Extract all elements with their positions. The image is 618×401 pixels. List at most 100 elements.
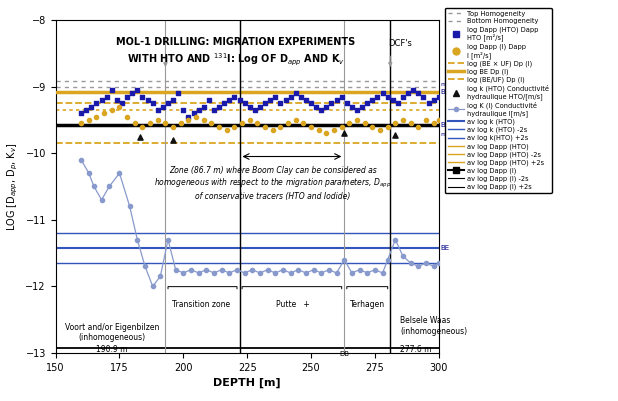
Point: [360, 120, 370, 126]
Point: [199, 117, 209, 123]
Point: [245, 117, 255, 123]
Point: [229, 93, 239, 100]
Text: Zone (86.7 m) where Boom Clay can be considered as
homogeneous with respect to t: Zone (86.7 m) where Boom Clay can be con…: [154, 166, 391, 201]
Point: [281, 97, 290, 103]
Point: [321, 130, 331, 136]
Point: [291, 117, 301, 123]
Point: [153, 117, 163, 123]
Y-axis label: LOG [D$_{app}$, D$_p$, K$_v$]: LOG [D$_{app}$, D$_p$, K$_v$]: [6, 142, 20, 231]
Point: [434, 93, 444, 100]
Point: [132, 87, 142, 93]
Point: [326, 100, 336, 107]
Point: [191, 113, 201, 120]
Point: [153, 107, 163, 113]
Point: [130, 120, 140, 126]
Point: [91, 113, 101, 120]
Point: [168, 137, 178, 143]
Point: [127, 90, 137, 97]
Point: [102, 93, 112, 100]
Point: [260, 124, 270, 130]
Point: [316, 107, 326, 113]
Point: [413, 124, 423, 130]
Point: [99, 110, 109, 116]
Point: [368, 97, 378, 103]
Point: [283, 120, 293, 126]
Point: [352, 107, 362, 113]
Point: [76, 120, 86, 126]
Point: [168, 97, 178, 103]
Text: BE: BE: [440, 122, 449, 128]
Point: [173, 90, 183, 97]
Point: [378, 90, 387, 97]
Text: BE: BE: [440, 89, 449, 95]
Point: [188, 110, 198, 116]
Point: [260, 100, 270, 107]
Point: [388, 97, 398, 103]
Point: [82, 107, 91, 113]
Point: [276, 124, 286, 130]
Point: [107, 87, 117, 93]
Point: [413, 90, 423, 97]
Point: [423, 100, 433, 107]
Point: [408, 87, 418, 93]
Point: [357, 103, 367, 110]
Text: Voort and/or Eigenbilzen
(inhomogeneous): Voort and/or Eigenbilzen (inhomogeneous): [65, 323, 159, 342]
Point: [253, 120, 263, 126]
Point: [114, 103, 124, 110]
Point: [87, 103, 96, 110]
Point: [255, 103, 265, 110]
Text: Transition zone: Transition zone: [172, 300, 231, 309]
Point: [206, 120, 216, 126]
Point: [138, 93, 148, 100]
Point: [143, 97, 153, 103]
Point: [84, 117, 94, 123]
Point: [163, 100, 173, 107]
Legend: Top Homogeneity, Bottom Homogeneity, log Dapp (HTO) Dapp
HTO [m²/s], log Dapp (I: Top Homogeneity, Bottom Homogeneity, log…: [445, 8, 552, 193]
Point: [199, 103, 209, 110]
Point: [276, 100, 286, 107]
Point: [224, 97, 234, 103]
Point: [107, 107, 117, 113]
Point: [245, 103, 255, 110]
Point: [393, 100, 403, 107]
Point: [347, 103, 357, 110]
Text: 190.9 m: 190.9 m: [96, 345, 127, 354]
Point: [311, 103, 321, 110]
Point: [329, 127, 339, 133]
Point: [117, 100, 127, 107]
Point: [314, 127, 324, 133]
Text: DB: DB: [339, 351, 349, 357]
Point: [362, 100, 372, 107]
Point: [306, 100, 316, 107]
Text: min: min: [440, 132, 452, 137]
Point: [122, 93, 132, 100]
Point: [270, 93, 280, 100]
Point: [122, 113, 132, 120]
Point: [375, 127, 385, 133]
Point: [383, 93, 392, 100]
Point: [184, 113, 193, 120]
Point: [391, 120, 400, 126]
Point: [240, 100, 250, 107]
Point: [265, 97, 275, 103]
Point: [344, 120, 354, 126]
Point: [429, 97, 439, 103]
Text: MOL-1 DRILLING: MIGRATION EXPERIMENTS: MOL-1 DRILLING: MIGRATION EXPERIMENTS: [116, 37, 355, 47]
Point: [268, 127, 277, 133]
Point: [368, 124, 378, 130]
Point: [229, 124, 239, 130]
Point: [434, 117, 444, 123]
Point: [168, 124, 178, 130]
Text: BE: BE: [440, 245, 449, 251]
Point: [429, 120, 439, 126]
Point: [96, 97, 106, 103]
Point: [332, 97, 342, 103]
X-axis label: DEPTH [m]: DEPTH [m]: [213, 378, 281, 389]
Point: [398, 93, 408, 100]
Point: [138, 124, 148, 130]
Point: [193, 107, 203, 113]
Point: [406, 120, 416, 126]
Point: [337, 124, 347, 130]
Point: [337, 93, 347, 100]
Point: [209, 107, 219, 113]
